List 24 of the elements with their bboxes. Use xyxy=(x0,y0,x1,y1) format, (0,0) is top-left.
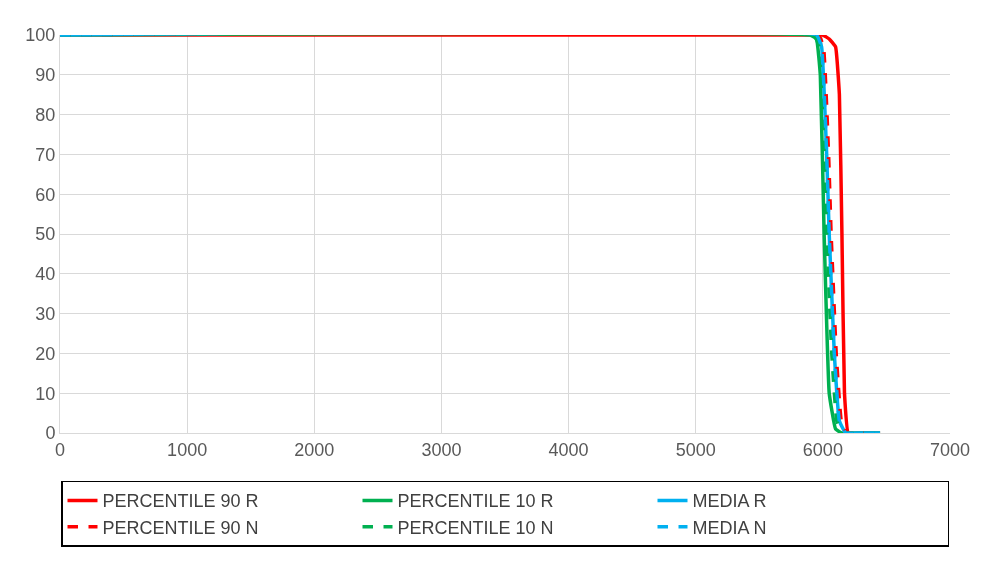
x-tick-label: 4000 xyxy=(548,439,589,460)
x-tick-label: 5000 xyxy=(675,439,716,460)
legend-label: MEDIA N xyxy=(692,517,767,538)
legend-label: PERCENTILE 90 N xyxy=(102,517,259,538)
x-tick-label: 6000 xyxy=(802,439,843,460)
y-tick-label: 50 xyxy=(35,224,56,245)
y-tick-label: 60 xyxy=(35,184,56,205)
y-tick-label: 20 xyxy=(35,343,56,364)
y-tick-label: 80 xyxy=(35,104,56,125)
y-tick-label: 30 xyxy=(35,303,56,324)
legend-label: PERCENTILE 10 N xyxy=(397,517,554,538)
y-tick-label: 40 xyxy=(35,264,56,285)
legend-label: PERCENTILE 10 R xyxy=(397,491,554,512)
y-tick-label: 0 xyxy=(45,423,56,444)
legend-label: MEDIA R xyxy=(692,491,767,512)
x-tick-label: 3000 xyxy=(421,439,462,460)
x-tick-label: 7000 xyxy=(929,439,971,460)
y-tick-label: 10 xyxy=(35,383,56,404)
y-tick-label: 100 xyxy=(25,25,56,46)
legend-label: PERCENTILE 90 R xyxy=(102,491,259,512)
x-tick-label: 1000 xyxy=(167,439,208,460)
y-tick-label: 70 xyxy=(35,144,56,165)
y-tick-label: 90 xyxy=(35,65,56,86)
x-tick-label: 2000 xyxy=(294,439,335,460)
